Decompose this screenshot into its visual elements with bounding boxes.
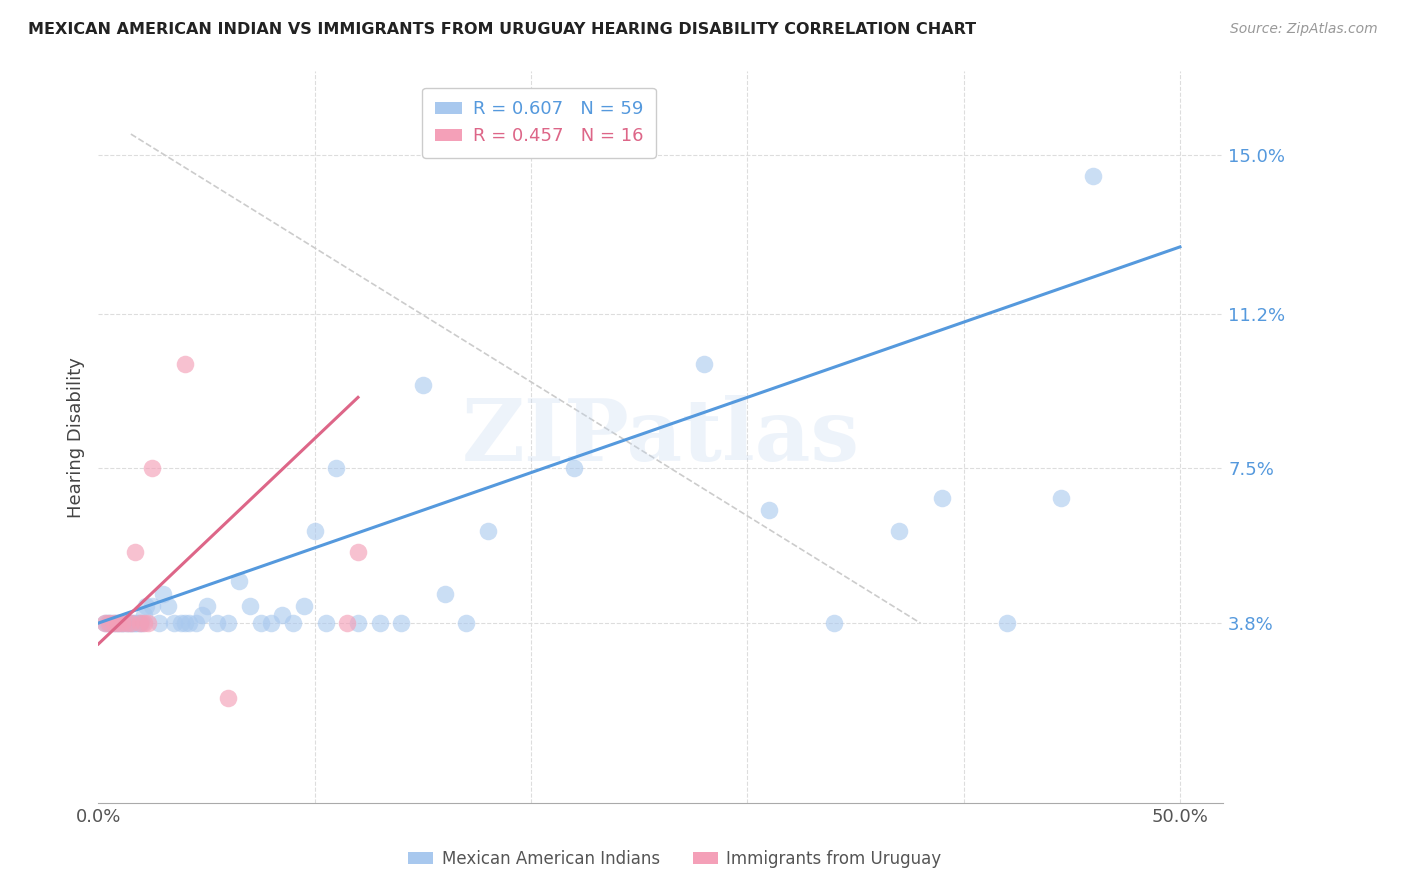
Point [163, 616, 186, 631]
Point [141, 461, 163, 475]
Point [120, 616, 142, 631]
Point [100, 616, 122, 631]
Point [94, 616, 117, 631]
Point [103, 616, 125, 631]
Point [995, 616, 1018, 631]
Point [132, 616, 155, 631]
Point [156, 599, 179, 614]
Point [128, 616, 150, 631]
Point [347, 616, 370, 631]
Point [169, 616, 191, 631]
Point [758, 503, 780, 517]
Point [98, 616, 121, 631]
Point [1050, 491, 1073, 505]
Point [132, 607, 155, 622]
Point [135, 599, 157, 614]
Point [260, 616, 283, 631]
Text: ZIPatlas: ZIPatlas [461, 395, 860, 479]
Point [184, 616, 207, 631]
Point [887, 524, 910, 538]
Point [1083, 169, 1105, 183]
Point [128, 616, 150, 631]
Point [127, 616, 149, 631]
Point [103, 616, 125, 631]
Point [239, 599, 262, 614]
Point [111, 616, 134, 631]
Point [477, 524, 499, 538]
Legend: R = 0.607   N = 59, R = 0.457   N = 16: R = 0.607 N = 59, R = 0.457 N = 16 [422, 87, 657, 158]
Point [228, 574, 250, 589]
Point [108, 616, 131, 631]
Point [191, 607, 214, 622]
Point [931, 491, 953, 505]
Point [271, 607, 294, 622]
Point [96, 616, 118, 631]
Point [94, 616, 117, 631]
Point [389, 616, 412, 631]
Point [152, 587, 174, 601]
Point [122, 616, 145, 631]
Point [433, 587, 456, 601]
Point [141, 599, 163, 614]
Point [368, 616, 391, 631]
Point [115, 616, 138, 631]
Point [207, 616, 229, 631]
Point [336, 616, 359, 631]
Point [136, 616, 159, 631]
Point [456, 616, 478, 631]
Point [124, 616, 146, 631]
Point [124, 545, 146, 559]
Point [115, 616, 138, 631]
Point [304, 524, 326, 538]
Point [148, 616, 170, 631]
Point [98, 616, 121, 631]
Point [823, 616, 845, 631]
Point [174, 357, 197, 371]
Point [107, 616, 129, 631]
Point [112, 616, 135, 631]
Point [107, 616, 129, 631]
Point [292, 599, 315, 614]
Point [118, 616, 141, 631]
Point [325, 461, 347, 475]
Point [104, 616, 127, 631]
Text: Source: ZipAtlas.com: Source: ZipAtlas.com [1230, 22, 1378, 37]
Point [217, 616, 239, 631]
Y-axis label: Hearing Disability: Hearing Disability [66, 357, 84, 517]
Point [131, 616, 153, 631]
Point [249, 616, 271, 631]
Point [179, 616, 201, 631]
Point [412, 377, 434, 392]
Point [195, 599, 218, 614]
Point [111, 616, 134, 631]
Point [347, 545, 370, 559]
Text: MEXICAN AMERICAN INDIAN VS IMMIGRANTS FROM URUGUAY HEARING DISABILITY CORRELATIO: MEXICAN AMERICAN INDIAN VS IMMIGRANTS FR… [28, 22, 976, 37]
Point [281, 616, 304, 631]
Point [217, 691, 239, 706]
Point [693, 357, 716, 371]
Point [562, 461, 585, 475]
Legend: Mexican American Indians, Immigrants from Uruguay: Mexican American Indians, Immigrants fro… [402, 844, 948, 875]
Point [174, 616, 197, 631]
Point [120, 616, 142, 631]
Point [315, 616, 337, 631]
